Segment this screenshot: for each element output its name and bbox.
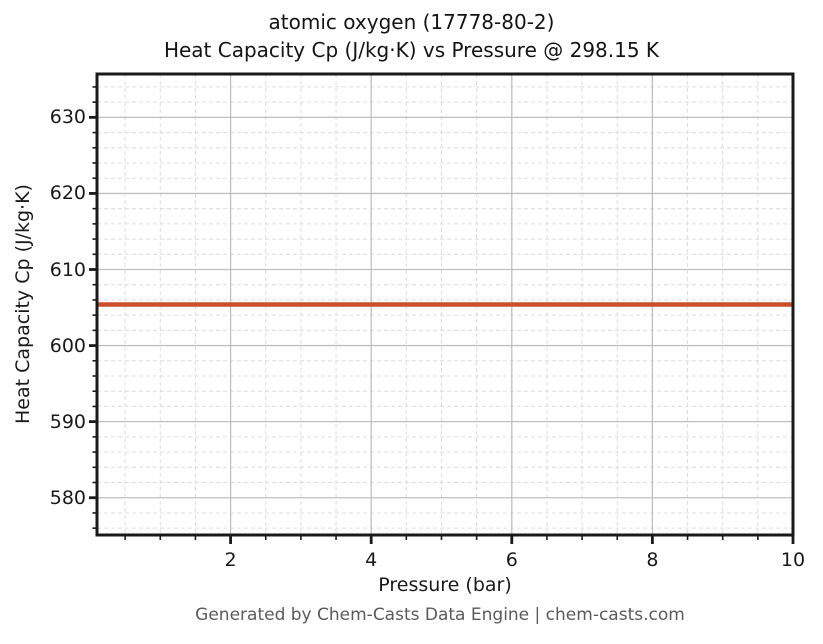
chart-title: atomic oxygen (17778-80-2) Heat Capacity… [0,8,823,64]
chart-title-line2: Heat Capacity Cp (J/kg·K) vs Pressure @ … [163,38,660,62]
x-tick-label: 4 [365,549,378,571]
x-tick-label: 6 [505,549,518,571]
x-tick-label: 10 [780,549,806,571]
chart-title-line1: atomic oxygen (17778-80-2) [268,10,555,34]
y-axis-label: Heat Capacity Cp (J/kg·K) [12,184,34,424]
x-tick-label: 8 [646,549,659,571]
y-tick-label: 600 [49,334,86,357]
footer-credit: Generated by Chem-Casts Data Engine | ch… [195,605,685,625]
y-tick-label: 630 [49,106,86,129]
y-tick-label: 590 [49,410,86,433]
y-tick-label: 580 [49,486,86,509]
y-tick-label: 610 [49,258,86,281]
x-tick-label: 2 [224,549,237,571]
x-axis-label: Pressure (bar) [378,574,512,596]
axes-spines [95,72,795,537]
y-tick-label: 620 [49,182,86,205]
